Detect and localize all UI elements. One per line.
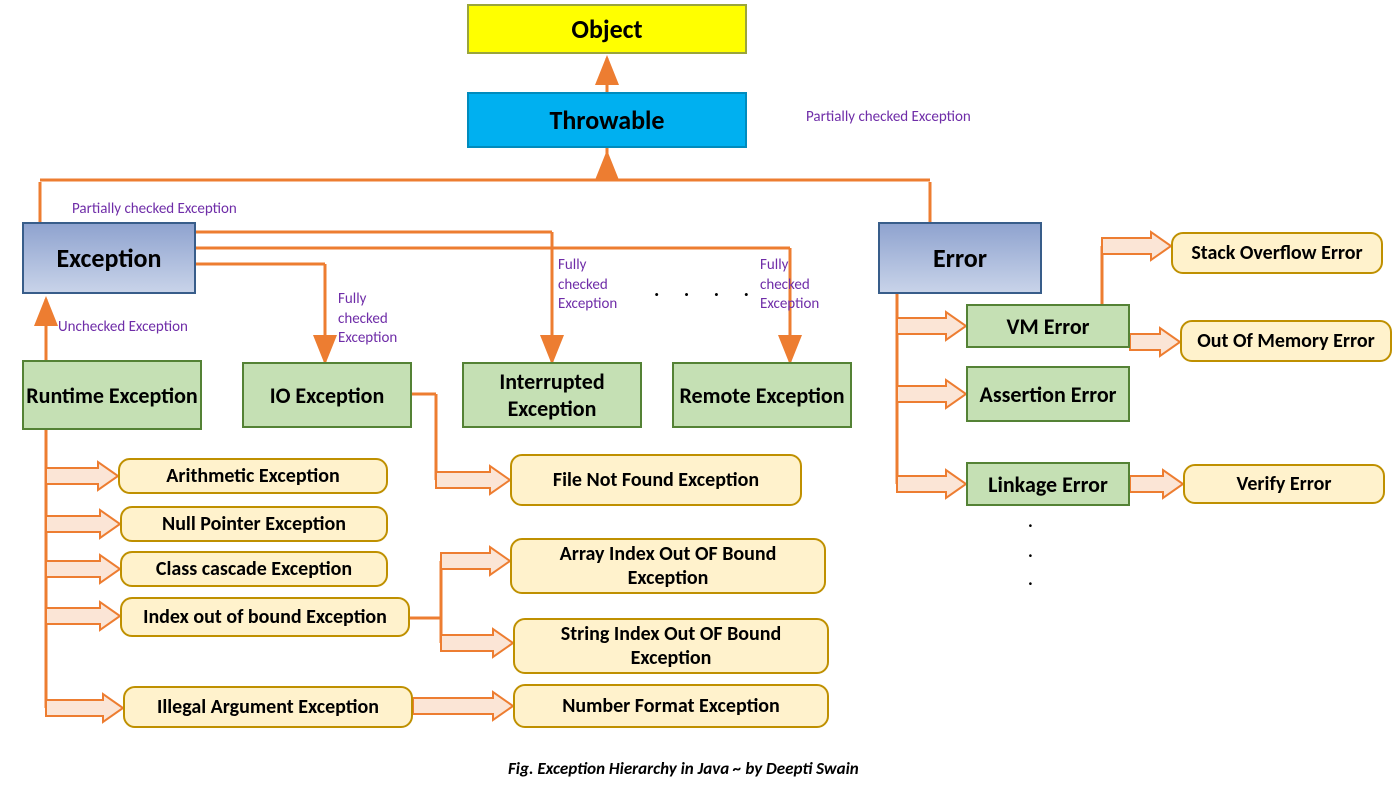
ellipsis-dot: .: [1028, 540, 1033, 562]
node-number-format: Number Format Exception: [513, 684, 829, 728]
node-label: Verify Error: [1237, 472, 1332, 496]
annotation-unchecked: Unchecked Exception: [58, 318, 188, 338]
node-object: Object: [467, 4, 747, 54]
node-file-not-found: File Not Found Exception: [510, 454, 802, 506]
node-label: Exception: [56, 242, 161, 274]
node-label: Stack Overflow Error: [1191, 241, 1362, 265]
node-throwable: Throwable: [467, 92, 747, 148]
node-label: File Not Found Exception: [553, 468, 759, 492]
node-label: Arithmetic Exception: [166, 464, 339, 488]
node-label: Interrupted Exception: [464, 368, 640, 422]
node-label: VM Error: [1007, 313, 1090, 340]
node-label: Out Of Memory Error: [1197, 329, 1374, 353]
node-label: Throwable: [549, 104, 664, 136]
ellipsis-dot: .: [1028, 568, 1033, 590]
node-io-exception: IO Exception: [242, 362, 412, 428]
node-arithmetic: Arithmetic Exception: [118, 458, 388, 494]
node-string-index: String Index Out OF Bound Exception: [513, 618, 829, 674]
annotation-fully-checked-3: Fully checked Exception: [760, 256, 840, 315]
node-array-index: Array Index Out OF Bound Exception: [510, 538, 826, 594]
node-label: String Index Out OF Bound Exception: [525, 622, 817, 670]
node-vm-error: VM Error: [966, 304, 1130, 348]
node-stack-overflow: Stack Overflow Error: [1171, 232, 1383, 274]
node-index-oob: Index out of bound Exception: [120, 597, 410, 637]
node-label: Number Format Exception: [562, 694, 780, 718]
node-assertion-error: Assertion Error: [966, 366, 1130, 422]
node-out-of-memory: Out Of Memory Error: [1180, 320, 1392, 362]
node-label: Class cascade Exception: [156, 557, 352, 581]
node-exception: Exception: [22, 222, 196, 294]
node-verify-error: Verify Error: [1183, 464, 1385, 504]
figure-caption: Fig. Exception Hierarchy in Java ~ by De…: [508, 758, 859, 779]
node-null-pointer: Null Pointer Exception: [120, 506, 388, 542]
node-label: Linkage Error: [988, 471, 1108, 498]
node-label: Index out of bound Exception: [143, 605, 387, 629]
node-class-cascade: Class cascade Exception: [120, 551, 388, 587]
annotation-fully-checked-2: Fully checked Exception: [558, 256, 638, 315]
annotation-partially-checked-1: Partially checked Exception: [806, 108, 971, 128]
node-label: Object: [571, 13, 642, 45]
node-linkage-error: Linkage Error: [966, 462, 1130, 506]
node-illegal-arg: Illegal Argument Exception: [123, 686, 413, 728]
node-label: Array Index Out OF Bound Exception: [522, 542, 814, 590]
node-label: Illegal Argument Exception: [157, 695, 379, 719]
node-label: Null Pointer Exception: [162, 512, 346, 536]
node-label: Error: [933, 242, 987, 274]
node-remote-exception: Remote Exception: [672, 362, 852, 428]
node-label: Remote Exception: [679, 382, 844, 409]
ellipsis-horizontal: . . . .: [654, 278, 759, 302]
node-interrupted-exception: Interrupted Exception: [462, 362, 642, 428]
node-error: Error: [878, 222, 1042, 294]
node-label: Runtime Exception: [26, 382, 197, 409]
annotation-partially-checked-2: Partially checked Exception: [72, 200, 237, 220]
annotation-fully-checked-1: Fully checked Exception: [338, 290, 418, 349]
node-runtime-exception: Runtime Exception: [22, 360, 202, 430]
node-label: Assertion Error: [979, 381, 1116, 408]
ellipsis-dot: .: [1028, 510, 1033, 532]
node-label: IO Exception: [270, 382, 385, 409]
